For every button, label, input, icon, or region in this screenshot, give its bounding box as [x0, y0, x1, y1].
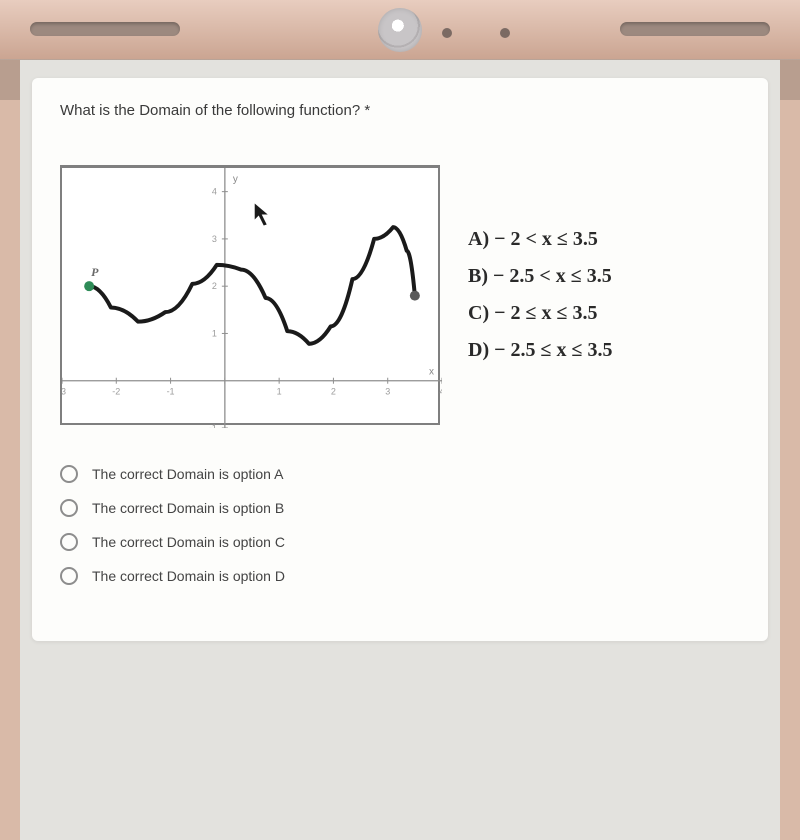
question-text: What is the Domain of the following func… — [60, 102, 740, 119]
device-bezel — [0, 0, 800, 60]
svg-text:-1: -1 — [209, 423, 217, 428]
svg-text:1: 1 — [277, 387, 282, 397]
option-label: The correct Domain is option B — [92, 500, 284, 516]
sensor-dot — [500, 28, 510, 38]
choice-b: B) − 2.5 < x ≤ 3.5 — [468, 265, 740, 288]
graph-svg: -3-2-11234-11234xyP — [62, 168, 442, 428]
answer-choices: A) − 2 < x ≤ 3.5 B) − 2.5 < x ≤ 3.5 C) −… — [468, 214, 740, 376]
svg-text:-2: -2 — [112, 387, 120, 397]
svg-text:2: 2 — [331, 387, 336, 397]
radio-icon[interactable] — [60, 533, 78, 551]
option-a[interactable]: The correct Domain is option A — [60, 465, 740, 483]
sensor-dot — [442, 28, 452, 38]
svg-text:3: 3 — [385, 387, 390, 397]
radio-options: The correct Domain is option A The corre… — [60, 465, 740, 585]
option-label: The correct Domain is option C — [92, 534, 285, 550]
svg-text:2: 2 — [212, 281, 217, 291]
option-c[interactable]: The correct Domain is option C — [60, 533, 740, 551]
radio-icon[interactable] — [60, 499, 78, 517]
svg-text:1: 1 — [212, 328, 217, 338]
svg-text:4: 4 — [212, 187, 217, 197]
svg-text:y: y — [233, 174, 238, 185]
svg-text:4: 4 — [439, 387, 442, 397]
choice-c: C) − 2 ≤ x ≤ 3.5 — [468, 302, 740, 325]
content-row: -3-2-11234-11234xyP A) − 2 < x ≤ 3.5 B) … — [60, 165, 740, 425]
option-b[interactable]: The correct Domain is option B — [60, 499, 740, 517]
page-background: What is the Domain of the following func… — [20, 60, 780, 840]
svg-text:3: 3 — [212, 234, 217, 244]
camera-ring — [378, 8, 422, 52]
option-d[interactable]: The correct Domain is option D — [60, 567, 740, 585]
speaker-slot-left — [30, 22, 180, 36]
speaker-slot-right — [620, 22, 770, 36]
function-graph: -3-2-11234-11234xyP — [60, 165, 440, 425]
choice-d: D) − 2.5 ≤ x ≤ 3.5 — [468, 339, 740, 362]
question-card: What is the Domain of the following func… — [32, 78, 768, 641]
option-label: The correct Domain is option D — [92, 568, 285, 584]
option-label: The correct Domain is option A — [92, 466, 283, 482]
svg-text:-1: -1 — [167, 387, 175, 397]
svg-text:-3: -3 — [62, 387, 66, 397]
radio-icon[interactable] — [60, 567, 78, 585]
choice-a: A) − 2 < x ≤ 3.5 — [468, 228, 740, 251]
radio-icon[interactable] — [60, 465, 78, 483]
svg-text:x: x — [429, 367, 434, 378]
svg-text:P: P — [91, 265, 99, 279]
